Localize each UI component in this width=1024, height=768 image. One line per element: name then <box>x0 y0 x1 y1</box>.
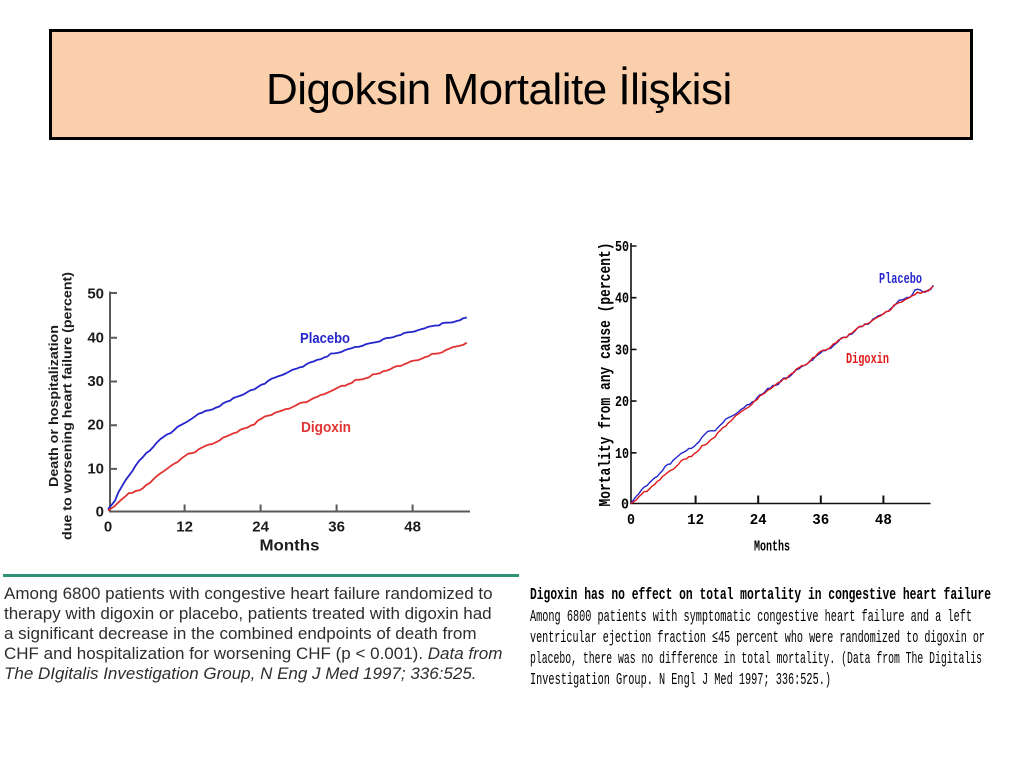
svg-text:Months: Months <box>260 538 320 555</box>
svg-text:due to worsening heart failure: due to worsening heart failure (percent) <box>59 272 74 540</box>
svg-text:12: 12 <box>176 519 193 536</box>
svg-text:Death or hospitalization: Death or hospitalization <box>46 325 61 487</box>
svg-text:Among 6800 patients with sympt: Among 6800 patients with symptomatic con… <box>530 608 972 627</box>
svg-text:Digoxin has no effect on total: Digoxin has no effect on total mortality… <box>530 586 991 605</box>
svg-text:Placebo: Placebo <box>300 330 350 347</box>
svg-text:48: 48 <box>875 512 892 529</box>
svg-text:0: 0 <box>621 497 629 514</box>
svg-text:20: 20 <box>87 417 104 434</box>
svg-text:Digoxin: Digoxin <box>846 351 889 368</box>
svg-text:12: 12 <box>687 512 704 529</box>
svg-text:30: 30 <box>87 373 104 390</box>
svg-text:40: 40 <box>87 329 104 346</box>
svg-text:0: 0 <box>96 504 104 521</box>
svg-text:10: 10 <box>87 460 104 477</box>
svg-text:50: 50 <box>615 239 629 256</box>
svg-text:Placebo: Placebo <box>879 271 922 288</box>
svg-text:20: 20 <box>615 394 629 411</box>
svg-text:24: 24 <box>252 519 269 536</box>
svg-text:10: 10 <box>615 446 629 463</box>
svg-text:0: 0 <box>627 512 635 529</box>
svg-text:0: 0 <box>104 519 112 536</box>
svg-text:ventricular ejection fraction: ventricular ejection fraction ≤45 percen… <box>530 629 985 648</box>
svg-text:40: 40 <box>615 291 629 308</box>
svg-text:placebo, there was no differen: placebo, there was no difference in tota… <box>530 650 982 669</box>
svg-text:50: 50 <box>87 286 104 303</box>
svg-text:Digoxin: Digoxin <box>301 419 351 436</box>
svg-text:Mortality from any cause (perc: Mortality from any cause (percent) <box>596 243 615 507</box>
svg-text:48: 48 <box>404 519 421 536</box>
svg-text:30: 30 <box>615 342 629 359</box>
svg-text:24: 24 <box>750 512 767 529</box>
svg-text:36: 36 <box>812 512 829 529</box>
svg-text:Investigation Group. N Engl J: Investigation Group. N Engl J Med 1997; … <box>530 671 831 690</box>
svg-text:Months: Months <box>754 539 790 556</box>
svg-text:36: 36 <box>328 519 345 536</box>
